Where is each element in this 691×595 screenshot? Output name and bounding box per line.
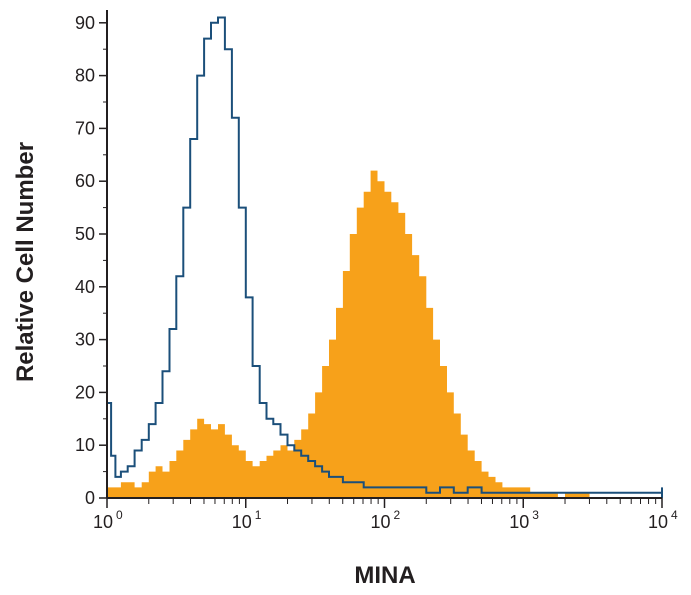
x-tick-label-1000: 10	[509, 512, 529, 532]
y-tick-label-30: 30	[75, 330, 95, 350]
x-tick-label-1: 10	[93, 512, 113, 532]
y-tick-label-90: 90	[75, 13, 95, 33]
y-tick-label-80: 80	[75, 66, 95, 86]
y-tick-label-60: 60	[75, 171, 95, 191]
series-layer	[106, 16, 663, 498]
y-tick-label-50: 50	[75, 224, 95, 244]
x-tick-label-10: 10	[232, 512, 252, 532]
y-axis-title: Relative Cell Number	[12, 142, 39, 382]
x-tick-exponent-100: 2	[394, 508, 401, 522]
y-tick-label-40: 40	[75, 277, 95, 297]
y-tick-label-10: 10	[75, 435, 95, 455]
series-1-outline-histogram	[106, 16, 663, 498]
x-tick-exponent-10: 1	[255, 508, 262, 522]
x-tick-label-10000: 10	[648, 512, 668, 532]
series-0-filled-histogram	[107, 170, 594, 498]
x-tick-exponent-1000: 3	[532, 508, 539, 522]
x-axis-title: MINA	[354, 562, 415, 589]
y-tick-label-0: 0	[85, 488, 95, 508]
x-tick-exponent-1: 0	[116, 508, 123, 522]
y-tick-label-70: 70	[75, 118, 95, 138]
x-tick-label-100: 10	[370, 512, 390, 532]
y-tick-label-20: 20	[75, 382, 95, 402]
x-tick-exponent-10000: 4	[671, 508, 678, 522]
